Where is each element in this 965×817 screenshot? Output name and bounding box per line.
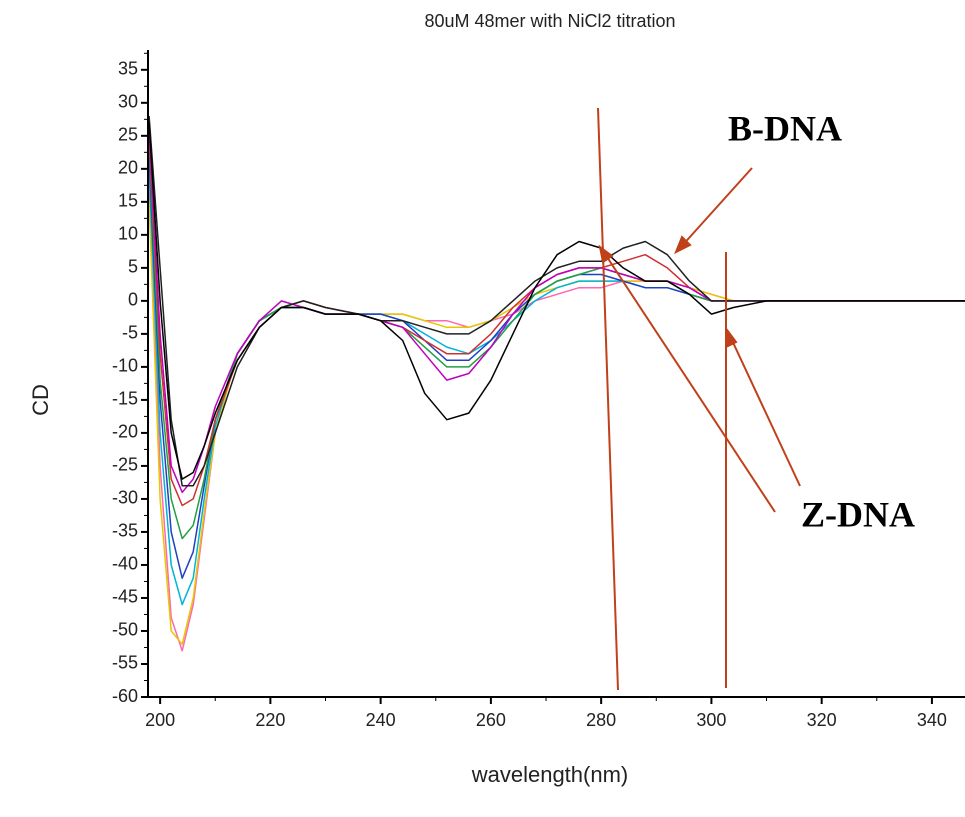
series-line bbox=[148, 135, 965, 507]
arrowhead bbox=[725, 326, 738, 348]
x-axis-label: wavelength(nm) bbox=[471, 762, 629, 787]
series-line bbox=[148, 122, 965, 480]
chart-title: 80uM 48mer with NiCl2 titration bbox=[424, 11, 675, 31]
y-tick-label: -45 bbox=[112, 587, 138, 607]
y-tick-label: 10 bbox=[118, 224, 138, 244]
y-tick-label: -5 bbox=[122, 323, 138, 343]
y-tick-label: -50 bbox=[112, 620, 138, 640]
x-tick-label: 260 bbox=[476, 710, 506, 730]
x-tick-label: 200 bbox=[145, 710, 175, 730]
x-tick-label: 320 bbox=[807, 710, 837, 730]
annotation-lines bbox=[597, 107, 801, 691]
series-line bbox=[148, 142, 965, 540]
y-tick-label: -15 bbox=[112, 389, 138, 409]
y-tick-label: 5 bbox=[128, 257, 138, 277]
series-line bbox=[148, 129, 965, 494]
series-line bbox=[148, 168, 965, 606]
y-tick-label: 0 bbox=[128, 290, 138, 310]
y-tick-label: 25 bbox=[118, 125, 138, 145]
arrow bbox=[679, 167, 753, 249]
y-tick-label: -40 bbox=[112, 554, 138, 574]
annotation: Z-DNA bbox=[801, 494, 915, 534]
y-tick-label: -20 bbox=[112, 422, 138, 442]
arrowhead bbox=[598, 244, 614, 264]
arrowhead bbox=[674, 235, 692, 255]
x-tick-label: 280 bbox=[586, 710, 616, 730]
guide-line bbox=[597, 107, 619, 691]
y-tick-label: -10 bbox=[112, 356, 138, 376]
series-line bbox=[148, 201, 965, 645]
x-tick-label: 300 bbox=[696, 710, 726, 730]
y-tick-label: 35 bbox=[118, 59, 138, 79]
y-tick-label: -25 bbox=[112, 455, 138, 475]
x-tick-label: 240 bbox=[366, 710, 396, 730]
x-tick-label: 220 bbox=[255, 710, 285, 730]
y-tick-label: -60 bbox=[112, 686, 138, 706]
series-line bbox=[148, 181, 965, 652]
annotation: B-DNA bbox=[728, 108, 842, 148]
y-tick-label: -55 bbox=[112, 653, 138, 673]
y-tick-label: 30 bbox=[118, 92, 138, 112]
y-axis-label: CD bbox=[28, 384, 53, 416]
y-tick-label: -35 bbox=[112, 521, 138, 541]
plot-area bbox=[148, 115, 965, 652]
y-tick-label: 15 bbox=[118, 191, 138, 211]
y-tick-label: 20 bbox=[118, 158, 138, 178]
x-tick-label: 340 bbox=[917, 710, 947, 730]
series-line bbox=[148, 115, 965, 487]
arrow bbox=[604, 253, 776, 513]
y-tick-label: -30 bbox=[112, 488, 138, 508]
arrow bbox=[729, 335, 801, 487]
